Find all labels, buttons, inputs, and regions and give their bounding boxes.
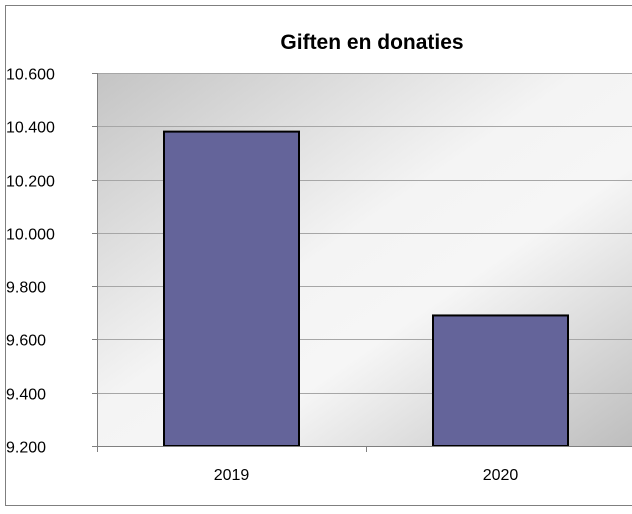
- y-tick-label: 10.000: [6, 227, 55, 244]
- y-tick-label: 9.800: [6, 280, 46, 297]
- chart-title: Giften en donaties: [280, 31, 463, 54]
- y-tick-label: 10.200: [6, 174, 55, 191]
- y-tick-label: 9.400: [6, 387, 46, 404]
- bar-2019: [164, 132, 299, 446]
- y-tick-label: 10.600: [6, 67, 55, 84]
- y-tick-label: 10.400: [6, 120, 55, 137]
- x-tick-label: 2020: [483, 467, 519, 484]
- y-tick-label: 9.200: [6, 440, 46, 457]
- x-tick-label: 2019: [214, 467, 250, 484]
- bar-2020: [433, 315, 568, 446]
- y-tick-label: 9.600: [6, 333, 46, 350]
